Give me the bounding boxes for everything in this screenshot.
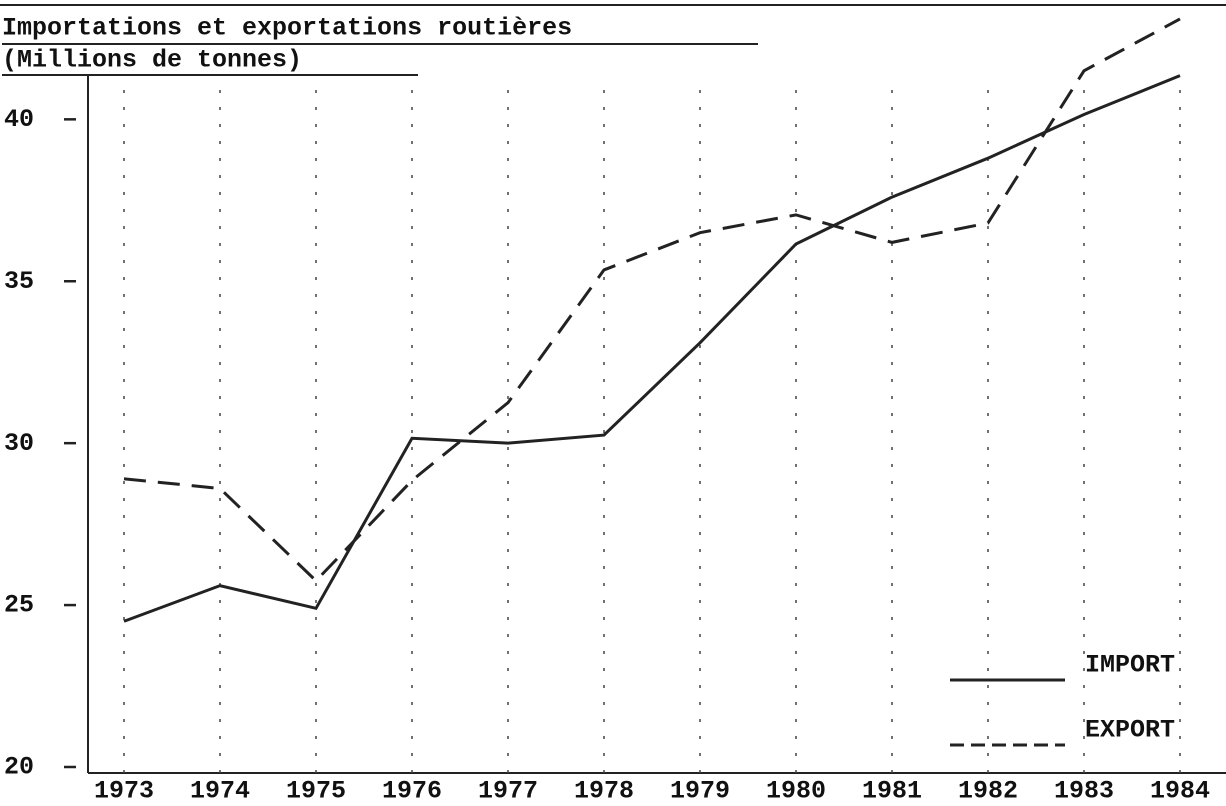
x-tick-label: 1980 xyxy=(766,777,826,806)
x-tick-label: 1976 xyxy=(382,777,442,806)
y-tick-label: 35 xyxy=(4,267,34,296)
x-tick-label: 1979 xyxy=(670,777,730,806)
y-tick-label: 25 xyxy=(4,591,34,620)
x-tick-label: 1977 xyxy=(478,777,538,806)
x-tick-label: 1984 xyxy=(1150,777,1210,806)
x-tick-label: 1981 xyxy=(862,777,922,806)
chart-subtitle: (Millions de tonnes) xyxy=(2,46,302,75)
data-line xyxy=(123,74,1181,623)
x-tick-label: 1975 xyxy=(286,777,346,806)
legend-label: IMPORT xyxy=(1085,651,1175,680)
chart-title: Importations et exportations routières xyxy=(2,14,572,43)
data-line xyxy=(123,17,1181,583)
y-tick-label: 20 xyxy=(4,753,34,782)
legend-label: EXPORT xyxy=(1085,716,1175,745)
y-tick-label: 30 xyxy=(4,429,34,458)
x-tick-label: 1982 xyxy=(958,777,1018,806)
x-tick-label: 1974 xyxy=(190,777,250,806)
x-tick-label: 1983 xyxy=(1054,777,1114,806)
x-tick-label: 1978 xyxy=(574,777,634,806)
x-tick-label: 1973 xyxy=(94,777,154,806)
y-tick-label: 40 xyxy=(4,105,34,134)
